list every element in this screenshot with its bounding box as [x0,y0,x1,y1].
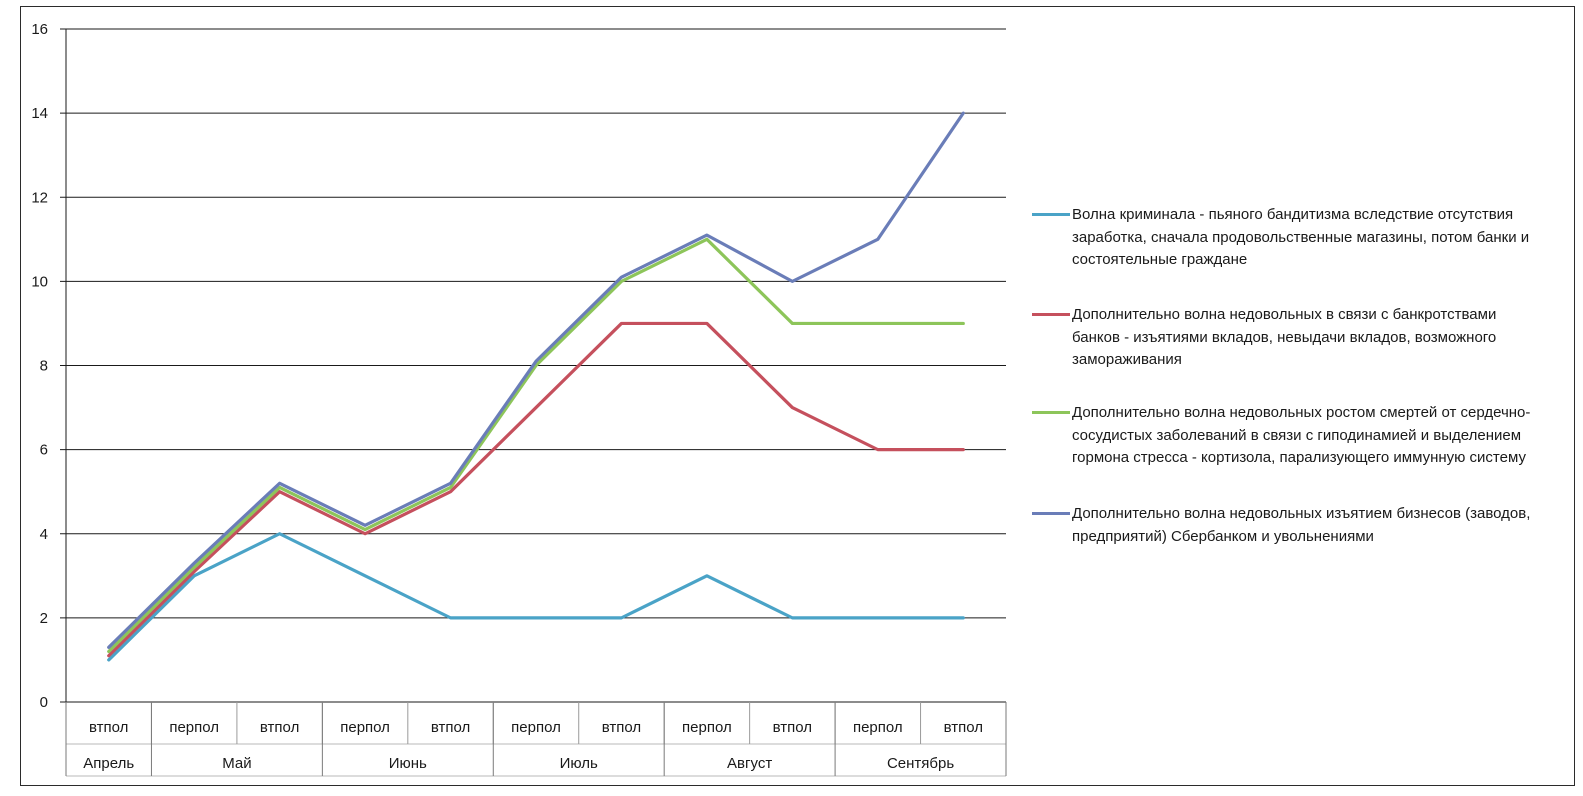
legend-label: Волна криминала - пьяного бандитизма всл… [1072,206,1530,268]
y-tick-label: 0 [40,694,48,711]
y-tick-label: 10 [31,273,48,290]
legend-swatch [1032,512,1070,515]
y-tick-label: 2 [40,610,48,627]
y-tick-label: 12 [31,189,48,206]
y-tick-label: 4 [40,526,48,543]
x-group-label: Август [727,755,772,772]
series-lines [107,111,965,662]
x-category-label: втпол [89,719,128,736]
legend-item: Дополнительно волна недовольных изъятием… [1032,503,1542,548]
x-category-label: перпол [511,719,561,736]
series-line-4 [107,111,965,649]
x-group-label: Апрель [83,755,134,772]
x-category-label: втпол [602,719,641,736]
x-group-label: Май [222,755,251,772]
x-category-label: втпол [773,719,812,736]
series-line-2 [107,321,965,658]
y-tick-labels: 0 2 4 6 8 10 12 14 16 [31,21,48,711]
x-category-label: перпол [682,719,732,736]
x-group-label: Июль [560,755,598,772]
y-tick-label: 6 [40,442,48,459]
legend-item: Дополнительно волна недовольных ростом с… [1032,402,1542,470]
legend-swatch [1032,411,1070,414]
x-category-label: втпол [944,719,983,736]
legend-item: Дополнительно волна недовольных в связи … [1032,304,1542,372]
y-tick-label: 8 [40,358,48,375]
x-group-label: Сентябрь [887,755,954,772]
chart-frame [20,6,1575,786]
x-category-label: перпол [169,719,219,736]
axes [60,28,1007,777]
legend-item: Волна криминала - пьяного бандитизма всл… [1032,204,1542,272]
legend-swatch [1032,313,1070,316]
series-line-3 [107,237,965,654]
legend-label: Дополнительно волна недовольных ростом с… [1072,404,1531,466]
series-line-1 [107,532,965,662]
y-tick-label: 14 [31,105,48,122]
x-group-labels: Апрель Май Июнь Июль Август Сентябрь [83,755,954,772]
legend-swatch [1032,213,1070,216]
x-category-label: перпол [340,719,390,736]
x-category-label: втпол [260,719,299,736]
x-category-label: перпол [853,719,903,736]
legend-label: Дополнительно волна недовольных изъятием… [1072,505,1531,545]
x-category-label: втпол [431,719,470,736]
x-category-labels: втпол перпол втпол перпол втпол перпол втпол пе… [89,719,983,736]
x-group-label: Июнь [389,755,427,772]
y-tick-label: 16 [31,21,48,38]
legend-label: Дополнительно волна недовольных в связи … [1072,306,1497,368]
